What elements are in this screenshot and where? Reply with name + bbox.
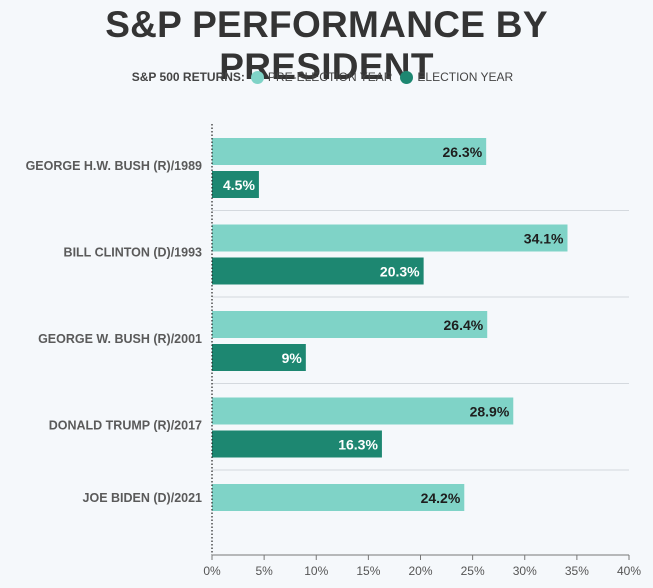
data-label-pre-election: 28.9% bbox=[470, 404, 510, 420]
data-label-election: 9% bbox=[282, 350, 303, 366]
x-tick-label: 10% bbox=[304, 564, 328, 578]
data-label-pre-election: 34.1% bbox=[524, 231, 564, 247]
bar-election bbox=[212, 171, 259, 198]
legend-swatch-election bbox=[400, 70, 414, 84]
x-tick-label: 30% bbox=[513, 564, 537, 578]
data-label-election: 4.5% bbox=[223, 177, 255, 193]
x-tick-label: 40% bbox=[617, 564, 641, 578]
legend-label-pre: PRE-ELECTION YEAR bbox=[267, 70, 393, 84]
data-label-pre-election: 24.2% bbox=[421, 490, 461, 506]
x-tick-label: 15% bbox=[356, 564, 380, 578]
bar-election bbox=[212, 257, 424, 285]
legend-title: S&P 500 RETURNS: bbox=[131, 70, 245, 84]
x-tick-label: 0% bbox=[203, 564, 221, 578]
bar-pre-election bbox=[212, 397, 514, 425]
bar-pre-election bbox=[212, 224, 568, 252]
legend-item-pre: PRE-ELECTION YEAR bbox=[250, 70, 393, 84]
x-tick-label: 20% bbox=[408, 564, 432, 578]
x-tick-label: 35% bbox=[565, 564, 589, 578]
legend-item-election: ELECTION YEAR bbox=[400, 70, 513, 84]
bar-pre-election bbox=[212, 311, 488, 338]
data-label-pre-election: 26.4% bbox=[444, 317, 484, 333]
bar-election bbox=[212, 430, 382, 458]
chart-title: S&P PERFORMANCE BY PRESIDENT bbox=[105, 4, 548, 87]
legend-swatch-pre bbox=[250, 70, 264, 84]
data-label-pre-election: 26.3% bbox=[442, 144, 482, 160]
category-label: BILL CLINTON (D)/1993 bbox=[64, 246, 202, 260]
data-label-election: 20.3% bbox=[380, 264, 420, 280]
x-tick-label: 25% bbox=[461, 564, 485, 578]
legend-label-election: ELECTION YEAR bbox=[417, 70, 514, 84]
x-tick-label: 5% bbox=[255, 564, 273, 578]
category-label: GEORGE H.W. BUSH (R)/1989 bbox=[26, 159, 202, 173]
bar-pre-election bbox=[212, 138, 487, 165]
bar-election bbox=[212, 344, 306, 371]
category-label: JOE BIDEN (D)/2021 bbox=[83, 491, 203, 505]
category-label: GEORGE W. BUSH (R)/2001 bbox=[38, 332, 202, 346]
legend: S&P 500 RETURNS: PRE-ELECTION YEAR ELECT… bbox=[0, 70, 653, 84]
data-label-election: 16.3% bbox=[338, 437, 378, 453]
category-label: DONALD TRUMP (R)/2017 bbox=[49, 419, 202, 433]
bar-pre-election bbox=[212, 484, 465, 511]
